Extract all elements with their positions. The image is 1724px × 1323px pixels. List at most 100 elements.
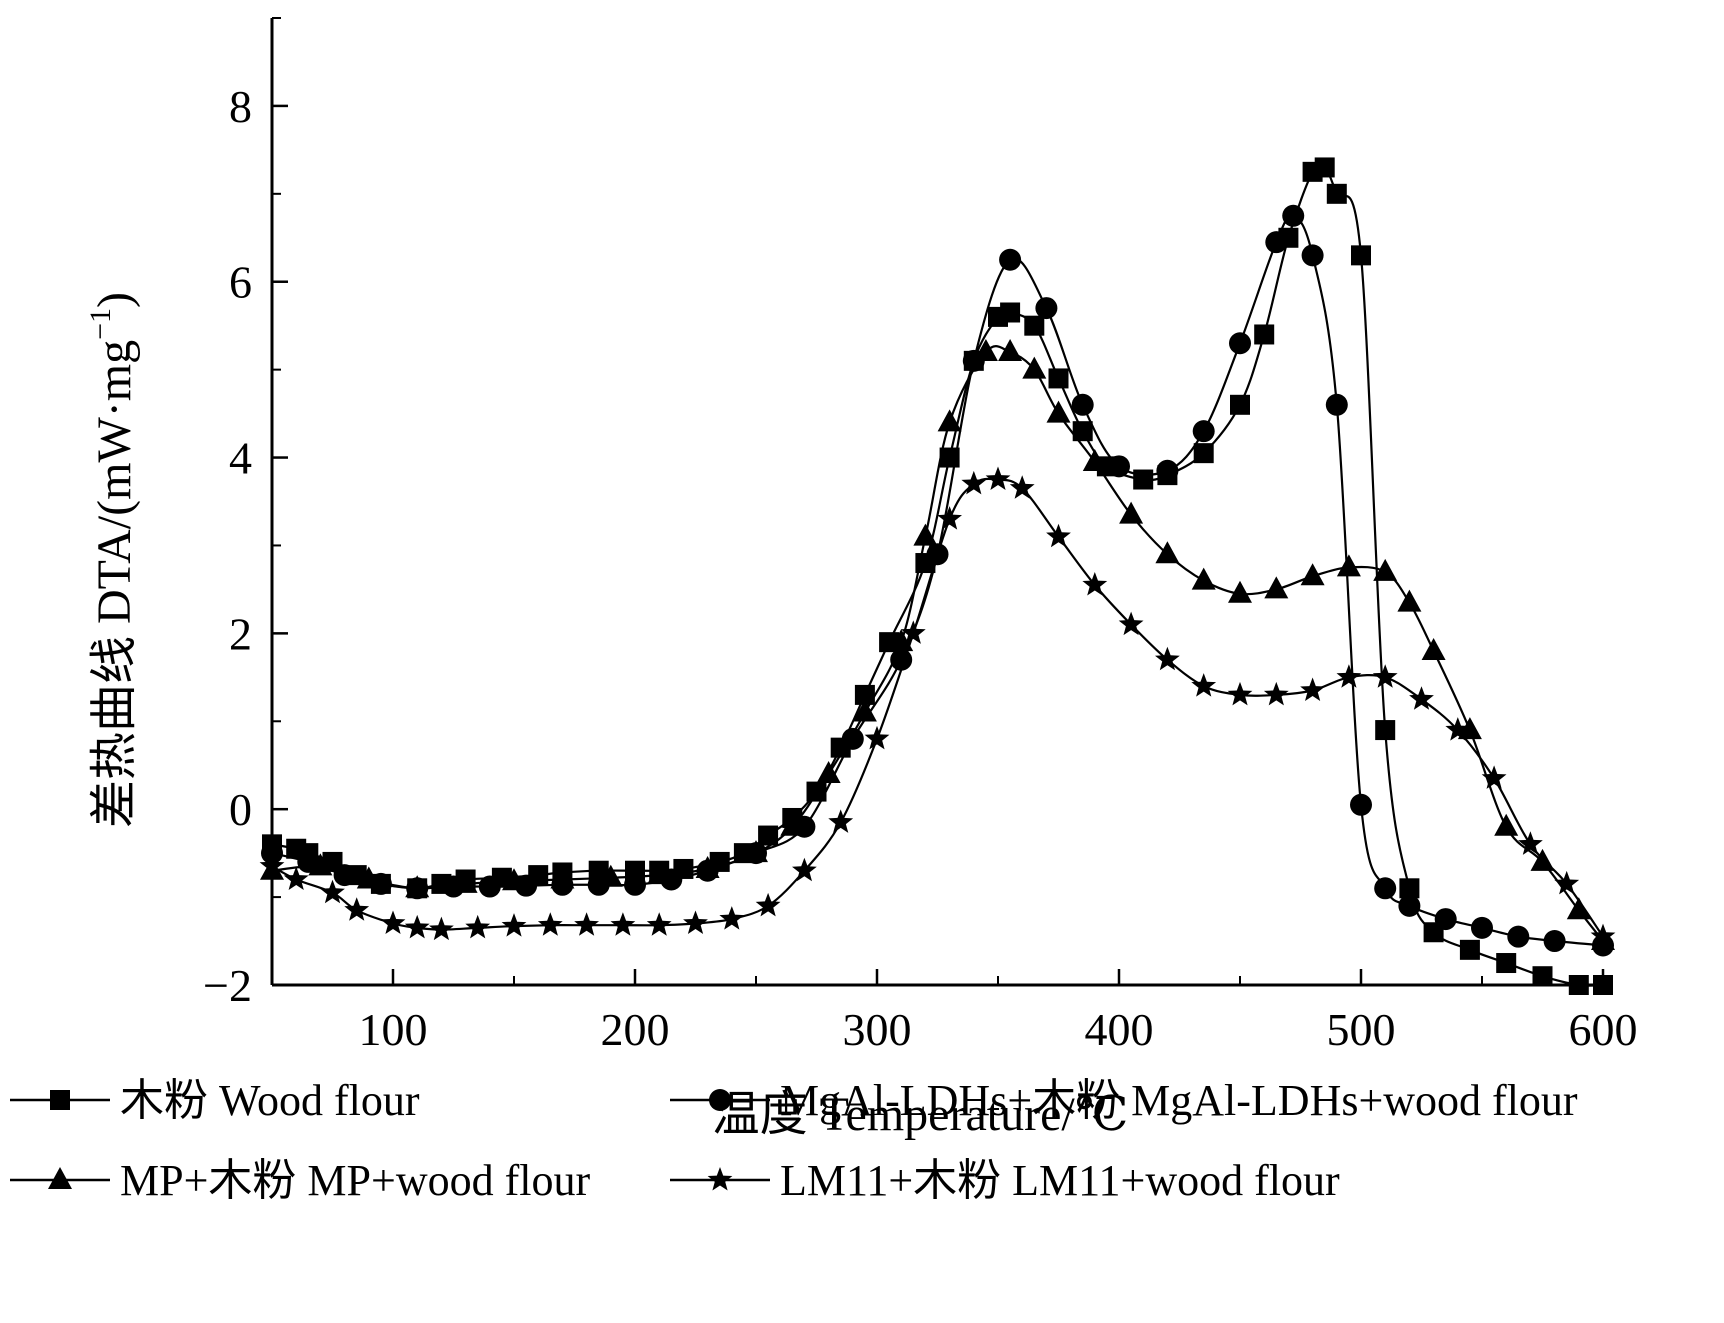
circle-point [1282, 204, 1305, 227]
square-point [1375, 720, 1396, 741]
triangle-point [550, 866, 575, 889]
x-tick-label: 500 [1327, 1004, 1396, 1055]
triangle-point [308, 853, 333, 876]
y-tick-label: −2 [203, 960, 252, 1011]
square-point [1193, 443, 1214, 464]
series-3 [260, 339, 1615, 951]
star-point [864, 725, 890, 750]
legend-label: MP+木粉 MP+wood flour [120, 1156, 590, 1205]
star-point [1009, 475, 1035, 499]
square-point [1230, 394, 1250, 415]
star-point [1082, 572, 1108, 596]
y-axis-title: 差热曲线 DTA/(mW·mg−1) [84, 292, 141, 828]
circle-point [1398, 894, 1421, 917]
circle-point [624, 873, 646, 896]
legend-item-2: MgAl-LDHs+木粉 MgAl-LDHs+wood flour [670, 1076, 1578, 1125]
square-point [1351, 245, 1371, 266]
series-4 [259, 466, 1616, 948]
series-line [271, 214, 1604, 947]
y-tick-label: 0 [229, 784, 252, 835]
axis-ticks: 100 200 300 400 500 600 −2 0 2 4 6 8 [203, 17, 1638, 1055]
triangle-point [744, 840, 768, 863]
y-tick-label: 8 [229, 81, 252, 132]
legend-item-4: LM11+木粉 LM11+wood flour [670, 1156, 1340, 1205]
star-point [646, 912, 672, 936]
y-axis-title-group: 差热曲线 DTA/(mW·mg−1) [84, 292, 141, 828]
circle-point [1035, 297, 1058, 320]
square-point [1593, 975, 1613, 995]
star-point [574, 912, 599, 936]
series-line [271, 345, 1604, 942]
star-point [1554, 870, 1580, 895]
triangle-point [913, 523, 938, 546]
circle-point [478, 875, 501, 898]
triangle-point [1566, 897, 1591, 920]
square-point [1532, 966, 1553, 987]
star-point [1227, 681, 1253, 706]
triangle-point [1457, 717, 1482, 740]
circle-point [369, 872, 392, 895]
y-tick-label: 6 [229, 257, 252, 308]
legend-circle-marker [709, 1089, 731, 1111]
star-point [900, 620, 926, 644]
triangle-point [1191, 567, 1216, 590]
legend-label: MgAl-LDHs+木粉 MgAl-LDHs+wood flour [780, 1076, 1578, 1125]
triangle-point [502, 868, 526, 891]
series-2 [261, 204, 1614, 957]
triangle-point [405, 875, 430, 898]
square-point [1133, 469, 1154, 490]
triangle-point [356, 866, 381, 889]
triangle-point [998, 339, 1023, 362]
triangle-point [1264, 576, 1289, 599]
x-tick-label: 100 [359, 1004, 428, 1055]
star-point [792, 857, 817, 882]
triangle-point [889, 629, 914, 652]
triangle-point [1155, 541, 1180, 564]
star-point [1300, 677, 1325, 701]
square-point [758, 825, 779, 846]
star-point [1445, 717, 1471, 741]
square-point [1568, 975, 1589, 995]
triangle-point [1119, 501, 1144, 524]
y-axis-title-close: ) [88, 292, 141, 308]
series-line [271, 162, 1604, 987]
triangle-point [1336, 554, 1361, 577]
star-point [429, 916, 454, 941]
legend-item-1: 木粉 Wood flour [10, 1076, 420, 1125]
circle-point [1434, 908, 1457, 931]
circle-point [261, 842, 283, 865]
circle-point [1071, 393, 1094, 416]
legend-item-3: MP+木粉 MP+wood flour [10, 1156, 590, 1205]
legend-triangle-marker [48, 1167, 72, 1189]
square-point [1254, 324, 1275, 345]
y-tick-label: 4 [229, 433, 252, 484]
star-point [1372, 664, 1398, 688]
star-point [1336, 664, 1362, 688]
y-axis-title-exponent: −1 [84, 308, 117, 340]
triangle-point [1082, 448, 1107, 471]
star-point [344, 897, 370, 921]
triangle-point [647, 862, 672, 885]
square-point [1326, 183, 1347, 204]
legend-star-marker [707, 1167, 733, 1191]
axes [270, 18, 1603, 987]
star-point [828, 809, 854, 833]
y-tick-label: 2 [229, 608, 252, 659]
legend-square-marker [50, 1090, 70, 1110]
x-tick-label: 200 [601, 1004, 670, 1055]
star-point [1409, 686, 1434, 710]
circle-point [1156, 459, 1179, 482]
square-point [1072, 421, 1093, 442]
star-point [683, 910, 708, 934]
triangle-point [1300, 563, 1325, 586]
triangle-point [973, 339, 998, 362]
star-point [1263, 681, 1289, 706]
star-point [1118, 611, 1144, 636]
triangle-point [937, 409, 962, 432]
triangle-point [1397, 589, 1422, 612]
triangle-point [598, 864, 623, 887]
legend-label: 木粉 Wood flour [120, 1076, 420, 1125]
x-axis-title: 温度 Temperature/℃ [712, 1088, 1129, 1141]
square-point [1024, 315, 1045, 336]
square-point [1314, 157, 1335, 178]
